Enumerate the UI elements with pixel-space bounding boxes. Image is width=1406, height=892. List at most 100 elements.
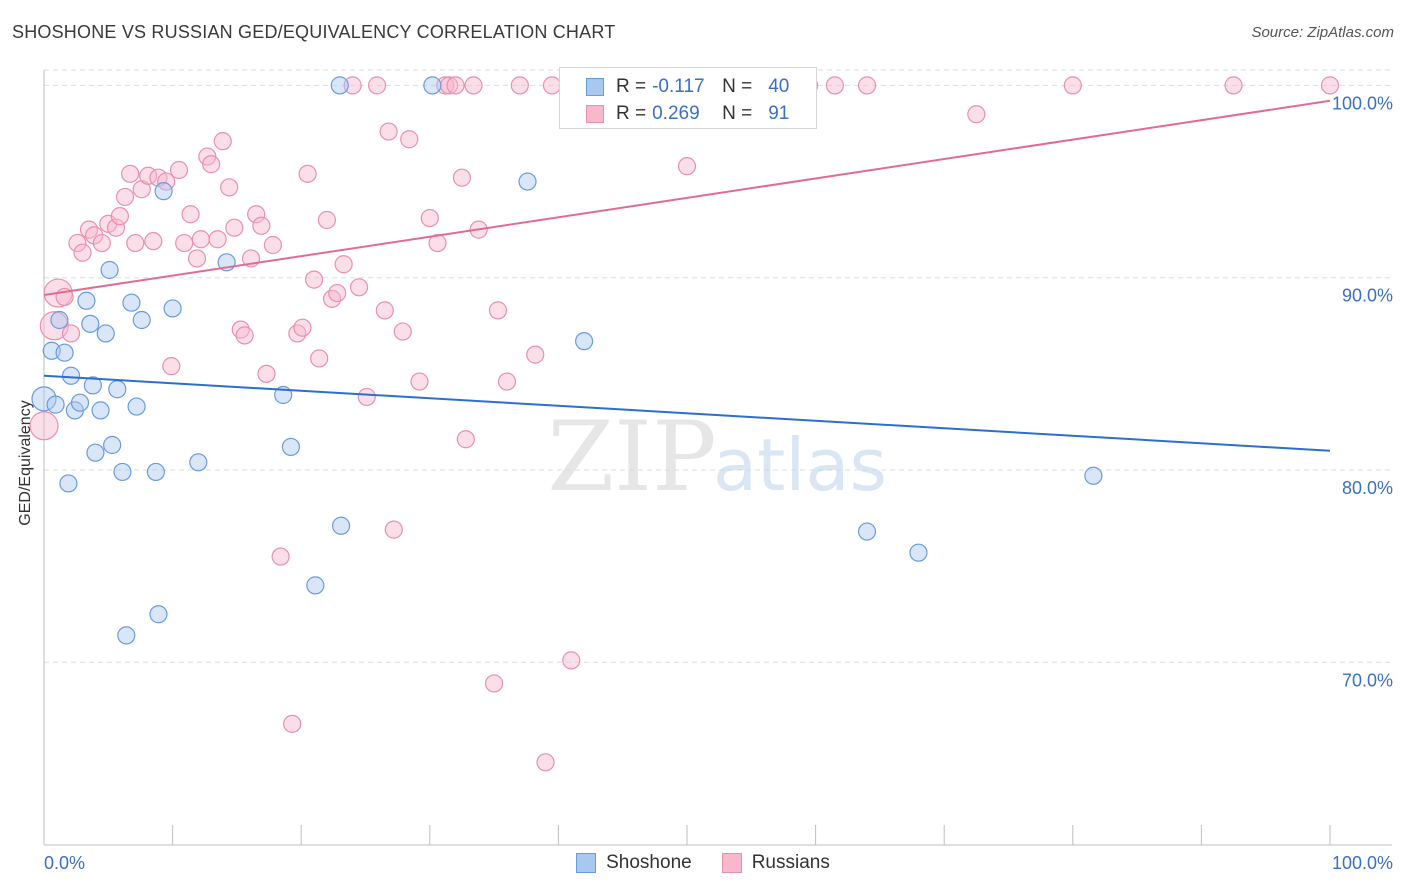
shoshone-point xyxy=(81,314,100,333)
russians-point xyxy=(288,324,307,343)
legend-row-shoshone: R = -0.117 N = 40 xyxy=(586,74,789,100)
russians-point xyxy=(410,372,429,391)
shoshone-swatch xyxy=(576,853,597,873)
r-value: 0.269 xyxy=(652,103,700,124)
russians-point xyxy=(85,226,104,245)
watermark-atlas: atlas xyxy=(713,423,887,507)
russians-point xyxy=(310,349,329,368)
shoshone-trend-line xyxy=(43,374,1331,452)
shoshone-point xyxy=(117,626,136,645)
russians-point xyxy=(357,387,376,407)
shoshone-point xyxy=(55,343,74,362)
shoshone-point xyxy=(146,462,165,482)
shoshone-point xyxy=(50,310,69,330)
y-tick-label: 100.0% xyxy=(1332,93,1393,113)
n-value: 91 xyxy=(768,103,790,124)
shoshone-point xyxy=(149,605,168,624)
russians-point xyxy=(393,322,412,341)
russians-point xyxy=(191,230,210,249)
shoshone-point xyxy=(154,182,173,201)
russians-point xyxy=(384,520,403,539)
legend-item-russians: Russians xyxy=(721,852,830,874)
shoshone-point xyxy=(909,543,928,562)
y-tick-label: 80.0% xyxy=(1342,478,1393,498)
russians-point xyxy=(126,233,145,253)
x-tick-label: 100.0% xyxy=(1332,853,1393,873)
n-label: N = xyxy=(722,76,753,97)
russians-point xyxy=(967,105,986,124)
shoshone-point xyxy=(281,437,301,457)
shoshone-point xyxy=(103,435,122,455)
russians-point xyxy=(488,301,508,320)
russians-point xyxy=(252,216,271,235)
shoshone-point xyxy=(575,332,594,351)
russians-point xyxy=(536,753,555,772)
russians-point xyxy=(181,205,200,224)
shoshone-swatch xyxy=(586,78,604,96)
russians-swatch xyxy=(721,853,742,873)
source-label: Source: ZipAtlas.com xyxy=(1251,24,1394,41)
russians-point xyxy=(343,76,362,95)
russians-point xyxy=(526,345,545,364)
russians-point xyxy=(379,122,398,141)
shoshone-point xyxy=(46,395,65,414)
russians-point xyxy=(1063,76,1082,95)
russians-point xyxy=(436,76,455,95)
russians-point xyxy=(317,210,337,230)
russians-point xyxy=(61,324,81,343)
shoshone-point xyxy=(86,443,105,462)
trend-lines xyxy=(43,99,1331,452)
russians-point xyxy=(68,233,87,253)
shoshone-point xyxy=(518,172,537,191)
russians-point xyxy=(497,372,517,391)
r-value: -0.117 xyxy=(652,76,705,97)
russians-point xyxy=(175,233,194,253)
russians-point xyxy=(144,232,163,251)
russians-point xyxy=(220,178,239,197)
russians-point xyxy=(420,208,439,228)
tick-labels: 70.0% 80.0% 90.0% 100.0% 0.0% 100.0% xyxy=(44,93,1393,873)
russians-point xyxy=(464,76,483,95)
gridlines xyxy=(44,69,1392,663)
russians-point xyxy=(375,301,394,320)
russians-point xyxy=(235,326,254,345)
y-tick-label: 70.0% xyxy=(1342,670,1393,690)
y-axis-label: GED/Equivalency xyxy=(17,400,34,525)
russians-point xyxy=(304,270,324,289)
shoshone-point xyxy=(96,324,115,343)
russians-point xyxy=(263,235,283,255)
russians-point xyxy=(298,164,317,183)
shoshone-point xyxy=(70,393,90,412)
r-label: R = xyxy=(616,76,647,97)
shoshone-point xyxy=(189,453,208,472)
n-value: 40 xyxy=(768,76,790,97)
shoshone-point xyxy=(423,76,442,95)
shoshone-point xyxy=(857,522,877,541)
russians-point xyxy=(29,411,59,441)
russians-point xyxy=(225,218,244,237)
shoshone-point xyxy=(113,462,132,482)
russians-point xyxy=(510,76,529,95)
russians-point xyxy=(322,289,342,308)
russians-point xyxy=(328,283,347,303)
russians-point xyxy=(857,76,877,95)
russians-point xyxy=(169,160,189,180)
russians-point xyxy=(187,249,207,268)
axes xyxy=(43,70,1392,846)
russians-point xyxy=(367,76,387,95)
legend-row-russians: R = 0.269 N = 91 xyxy=(586,101,789,127)
shoshone-point xyxy=(163,299,182,318)
russians-point xyxy=(247,205,266,224)
russians-point xyxy=(677,157,697,176)
russians-point xyxy=(79,220,99,239)
legend-label: Russians xyxy=(751,852,830,873)
russians-point xyxy=(110,207,129,226)
shoshone-point xyxy=(83,376,102,395)
russians-point xyxy=(1320,76,1340,95)
russians-point xyxy=(334,255,353,274)
russians-trend-line xyxy=(43,99,1331,296)
stats-legend: R = -0.117 N = 40 R = 0.269 N = 91 xyxy=(559,67,817,129)
russians-point xyxy=(452,168,472,187)
shoshone-point xyxy=(100,260,119,280)
shoshone-point xyxy=(132,310,151,330)
